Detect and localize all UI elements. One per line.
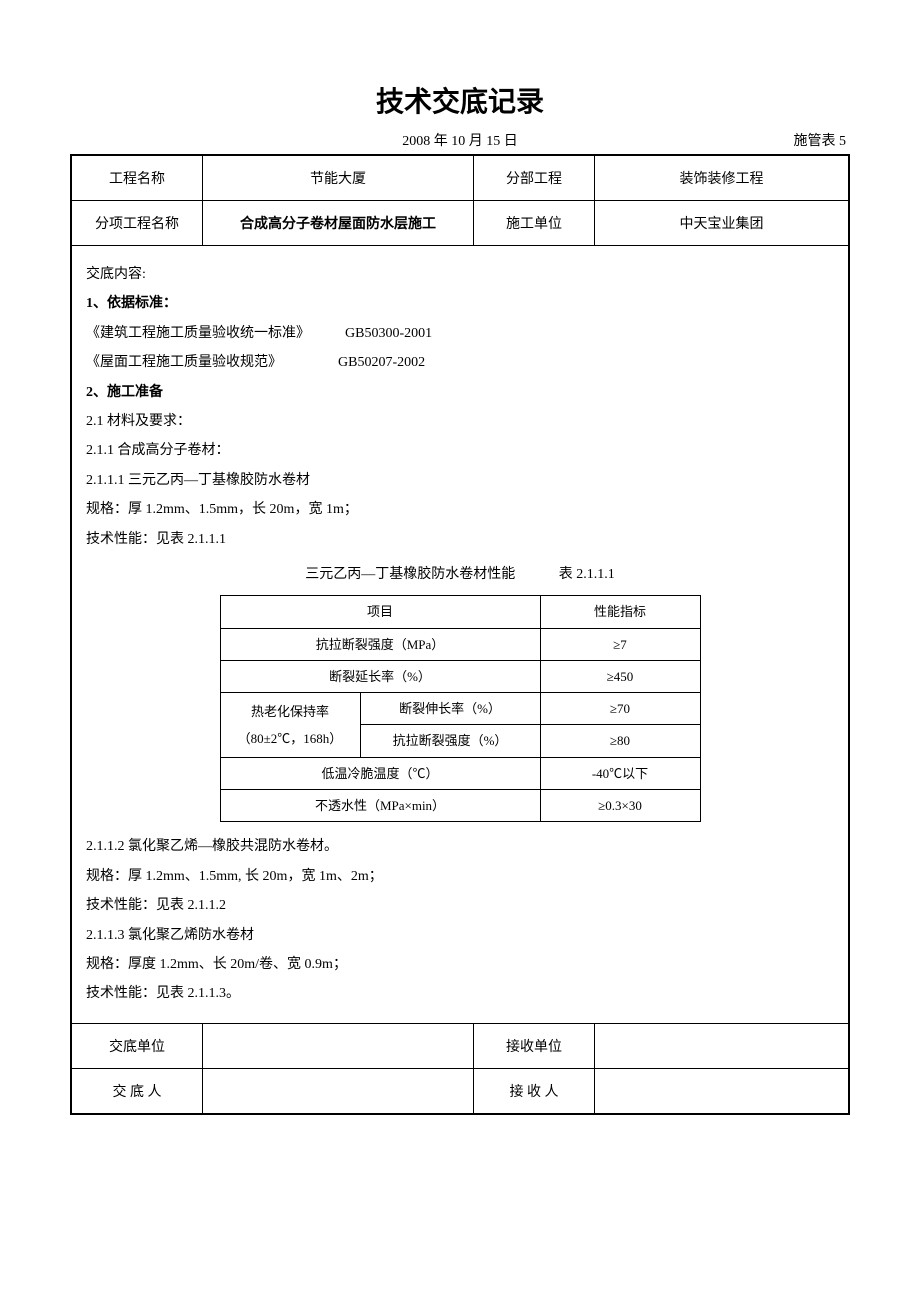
performance-table: 项目性能指标抗拉断裂强度（MPa）≥7断裂延长率（%）≥450热老化保持率（80… — [220, 595, 701, 822]
performance-table-cell: 断裂延长率（%） — [220, 660, 540, 692]
standard-1: 《建筑工程施工质量验收统一标准》 GB50300-2001 — [86, 319, 834, 348]
performance-table-cell: 不透水性（MPa×min） — [220, 790, 540, 822]
section-1-title: 1、依据标准： — [86, 289, 834, 318]
performance-table-row: 低温冷脆温度（℃）-40℃以下 — [220, 757, 700, 789]
document-page: 技术交底记录 2008 年 10 月 15 日 施管表 5 工程名称 节能大厦 … — [70, 80, 850, 1115]
performance-table-row: 热老化保持率（80±2℃，168h）断裂伸长率（%）≥70 — [220, 693, 700, 725]
spec-3: 规格：厚度 1.2mm、长 20m/卷、宽 0.9m； — [86, 950, 834, 979]
division-label: 分部工程 — [474, 155, 595, 201]
performance-table-cell: 热老化保持率（80±2℃，168h） — [220, 693, 360, 758]
p-2-1-1-3: 2.1.1.3 氯化聚乙烯防水卷材 — [86, 921, 834, 950]
performance-table-cell: 抗拉断裂强度（MPa） — [220, 628, 540, 660]
p-2-1-1-2: 2.1.1.2 氯化聚乙烯—橡胶共混防水卷材。 — [86, 832, 834, 861]
discloser-value — [203, 1068, 474, 1114]
p-2-1-1-1: 2.1.1.1 三元乙丙—丁基橡胶防水卷材 — [86, 466, 834, 495]
performance-table-cell: 项目 — [220, 596, 540, 628]
standard-1-code: GB50300-2001 — [345, 326, 432, 341]
spec-2: 规格：厚 1.2mm、1.5mm, 长 20m，宽 1m、2m； — [86, 862, 834, 891]
footer-row-2: 交 底 人 接 收 人 — [71, 1068, 849, 1114]
performance-table-cell: ≥80 — [540, 725, 700, 757]
receive-unit-value — [595, 1023, 850, 1068]
perf-1: 技术性能：见表 2.1.1.1 — [86, 525, 834, 554]
document-title: 技术交底记录 — [70, 80, 850, 120]
header-row-2: 分项工程名称 合成高分子卷材屋面防水层施工 施工单位 中天宝业集团 — [71, 201, 849, 246]
table-number: 施管表 5 — [726, 130, 846, 150]
document-date: 2008 年 10 月 15 日 — [194, 130, 726, 150]
inner-table-caption-title: 三元乙丙—丁基橡胶防水卷材性能 — [305, 567, 515, 582]
performance-table-cell: 抗拉断裂强度（%） — [360, 725, 540, 757]
division-value: 装饰装修工程 — [595, 155, 850, 201]
standard-2-name: 《屋面工程施工质量验收规范》 — [86, 355, 282, 370]
performance-table-cell: ≥7 — [540, 628, 700, 660]
inner-table-caption-no: 表 2.1.1.1 — [559, 567, 615, 582]
standard-1-name: 《建筑工程施工质量验收统一标准》 — [86, 326, 310, 341]
subitem-value: 合成高分子卷材屋面防水层施工 — [203, 201, 474, 246]
inner-table-caption: 三元乙丙—丁基橡胶防水卷材性能 表 2.1.1.1 — [86, 560, 834, 589]
main-table: 工程名称 节能大厦 分部工程 装饰装修工程 分项工程名称 合成高分子卷材屋面防水… — [70, 154, 850, 1115]
perf-2: 技术性能：见表 2.1.1.2 — [86, 891, 834, 920]
disclose-unit-label: 交底单位 — [71, 1023, 203, 1068]
performance-table-row: 不透水性（MPa×min）≥0.3×30 — [220, 790, 700, 822]
performance-table-cell: -40℃以下 — [540, 757, 700, 789]
disclose-unit-value — [203, 1023, 474, 1068]
performance-table-cell: ≥450 — [540, 660, 700, 692]
header-row-1: 工程名称 节能大厦 分部工程 装饰装修工程 — [71, 155, 849, 201]
discloser-label: 交 底 人 — [71, 1068, 203, 1114]
contractor-label: 施工单位 — [474, 201, 595, 246]
perf-3: 技术性能：见表 2.1.1.3。 — [86, 979, 834, 1008]
p-2-1: 2.1 材料及要求： — [86, 407, 834, 436]
spec-1: 规格：厚 1.2mm、1.5mm，长 20m，宽 1m； — [86, 495, 834, 524]
footer-row-1: 交底单位 接收单位 — [71, 1023, 849, 1068]
standard-2-code: GB50207-2002 — [338, 355, 425, 370]
performance-table-cell: 断裂伸长率（%） — [360, 693, 540, 725]
content-row: 交底内容: 1、依据标准： 《建筑工程施工质量验收统一标准》 GB50300-2… — [71, 246, 849, 1024]
performance-table-cell: ≥70 — [540, 693, 700, 725]
receive-unit-label: 接收单位 — [474, 1023, 595, 1068]
content-cell: 交底内容: 1、依据标准： 《建筑工程施工质量验收统一标准》 GB50300-2… — [71, 246, 849, 1024]
receiver-value — [595, 1068, 850, 1114]
performance-table-row: 抗拉断裂强度（MPa）≥7 — [220, 628, 700, 660]
content-heading: 交底内容: — [86, 260, 834, 289]
project-name-label: 工程名称 — [71, 155, 203, 201]
project-name-value: 节能大厦 — [203, 155, 474, 201]
performance-table-cell: 低温冷脆温度（℃） — [220, 757, 540, 789]
subitem-label: 分项工程名称 — [71, 201, 203, 246]
contractor-value: 中天宝业集团 — [595, 201, 850, 246]
performance-table-row: 断裂延长率（%）≥450 — [220, 660, 700, 692]
performance-table-cell: ≥0.3×30 — [540, 790, 700, 822]
p-2-1-1: 2.1.1 合成高分子卷材： — [86, 436, 834, 465]
performance-table-row: 项目性能指标 — [220, 596, 700, 628]
receiver-label: 接 收 人 — [474, 1068, 595, 1114]
section-2-title: 2、施工准备 — [86, 378, 834, 407]
meta-row: 2008 年 10 月 15 日 施管表 5 — [70, 130, 850, 150]
standard-2: 《屋面工程施工质量验收规范》 GB50207-2002 — [86, 348, 834, 377]
performance-table-cell: 性能指标 — [540, 596, 700, 628]
